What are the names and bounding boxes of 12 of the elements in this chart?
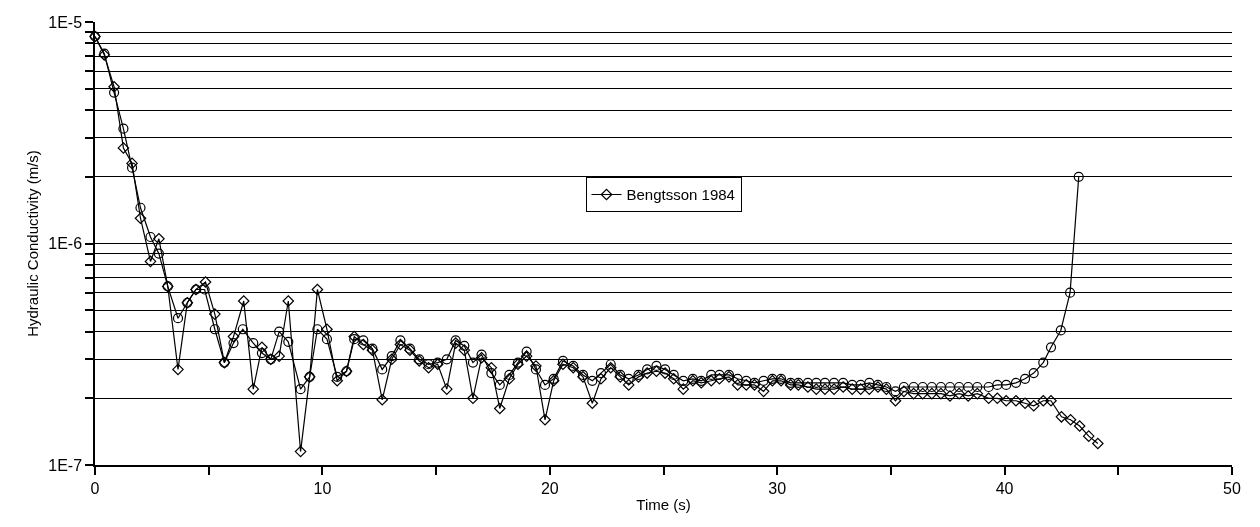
legend-label: Bengtsson 1984 xyxy=(626,186,735,204)
y-tick-label: 1E-5 xyxy=(48,13,83,31)
x-tick-label: 50 xyxy=(1223,479,1241,497)
y-tick-label: 1E-6 xyxy=(48,235,83,253)
x-tick-label: 10 xyxy=(313,479,332,497)
y-tick-label: 1E-7 xyxy=(48,456,83,474)
x-tick-label: 0 xyxy=(90,479,100,497)
y-axis-title: Hydraulic Conductivity (m/s) xyxy=(24,150,41,337)
x-tick-label: 20 xyxy=(540,479,559,497)
x-tick-label: 30 xyxy=(768,479,787,497)
x-axis-title: Time (s) xyxy=(636,496,691,514)
x-tick-label: 40 xyxy=(995,479,1014,497)
